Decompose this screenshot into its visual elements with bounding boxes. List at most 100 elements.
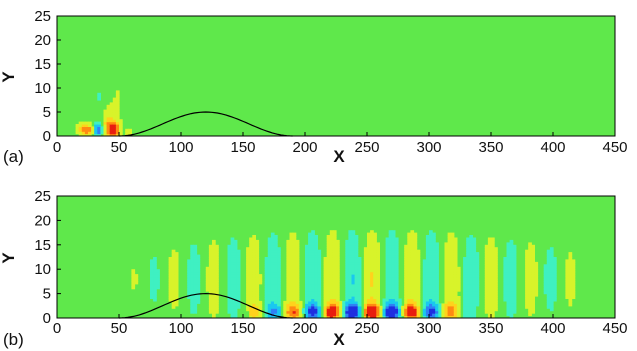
contour-cell (252, 315, 256, 318)
contour-cell (323, 259, 328, 263)
contour-cell (255, 261, 260, 265)
contour-cell (509, 283, 514, 287)
contour-cell (342, 315, 346, 318)
contour-cell (463, 293, 467, 297)
contour-cell (274, 303, 278, 307)
contour-cell (196, 257, 201, 260)
contour-cell (422, 305, 427, 309)
contour-cell (329, 259, 334, 263)
contour-cell (270, 310, 275, 314)
contour-cell (413, 232, 418, 236)
contour-cell (308, 281, 312, 285)
contour-cell (506, 308, 511, 312)
contour-cell (487, 269, 492, 273)
contour-cell (342, 310, 346, 314)
contour-cell (546, 259, 551, 263)
contour-cell (469, 286, 473, 290)
contour-cell (531, 281, 535, 285)
contour-cell (491, 279, 495, 282)
contour-cell (174, 303, 179, 307)
contour-cell (171, 288, 176, 292)
contour-cell (447, 293, 452, 297)
contour-cell (270, 247, 275, 251)
contour-cell (345, 249, 349, 253)
contour-cell (370, 293, 374, 297)
contour-cell (233, 249, 238, 253)
contour-cell (394, 303, 399, 307)
contour-cell (329, 244, 334, 248)
contour-cell (314, 283, 318, 287)
contour-cell (168, 276, 173, 280)
contour-cell (416, 308, 421, 312)
contour-cell (370, 247, 374, 251)
contour-cell (494, 308, 498, 312)
contour-cell (311, 286, 315, 290)
contour-cell (115, 112, 120, 115)
contour-cell (258, 313, 263, 317)
contour-cell (528, 286, 532, 290)
contour-cell (382, 305, 387, 309)
contour-cell (484, 254, 489, 258)
contour-cell (450, 249, 455, 253)
contour-cell (246, 281, 250, 285)
contour-cell (329, 266, 334, 270)
contour-cell (525, 276, 529, 280)
x-tick-label: 350 (478, 320, 503, 337)
contour-cell (463, 257, 467, 260)
contour-cell (171, 283, 176, 287)
contour-cell (252, 259, 256, 263)
contour-cell (230, 281, 235, 285)
contour-cell (277, 269, 281, 273)
contour-cell (549, 261, 554, 265)
contour-cell (407, 300, 411, 304)
contour-cell (506, 266, 511, 270)
contour-cell (373, 232, 377, 236)
contour-cell (332, 261, 337, 265)
contour-cell (528, 249, 532, 253)
contour-cell (432, 235, 436, 238)
contour-cell (308, 274, 312, 278)
contour-cell (317, 310, 322, 314)
contour-cell (153, 283, 157, 287)
contour-cell (150, 266, 154, 270)
contour-cell (236, 283, 241, 287)
contour-cell (233, 288, 238, 292)
contour-cell (491, 298, 495, 302)
contour-cell (472, 266, 477, 270)
contour-cell (444, 308, 449, 312)
contour-cell (305, 269, 309, 273)
contour-cell (267, 300, 272, 304)
contour-cell (115, 119, 120, 123)
contour-cell (336, 269, 340, 273)
contour-cell (311, 305, 315, 309)
contour-cell (193, 271, 198, 275)
contour-cell (416, 271, 421, 275)
contour-cell (429, 252, 433, 256)
contour-cell (373, 279, 377, 282)
contour-cell (413, 237, 418, 241)
contour-cell (193, 254, 198, 258)
contour-cell (472, 281, 477, 285)
contour-cell (413, 239, 418, 243)
contour-cell (193, 261, 198, 265)
contour-cell (354, 235, 359, 238)
contour-cell (487, 244, 492, 248)
contour-cell (466, 293, 470, 297)
contour-cell (410, 244, 415, 248)
contour-cell (568, 271, 573, 275)
contour-cell (332, 310, 337, 314)
contour-cell (373, 271, 377, 275)
contour-cell (410, 237, 415, 241)
contour-cell (348, 310, 353, 314)
contour-cell (150, 259, 154, 263)
contour-cell (528, 242, 532, 246)
contour-cell (336, 242, 340, 246)
contour-cell (345, 274, 349, 278)
contour-cell (413, 276, 418, 280)
contour-cell (466, 276, 470, 280)
contour-cell (326, 271, 331, 275)
contour-cell (429, 261, 433, 265)
contour-cell (292, 296, 297, 299)
contour-cell (270, 296, 275, 299)
contour-cell (463, 313, 467, 317)
